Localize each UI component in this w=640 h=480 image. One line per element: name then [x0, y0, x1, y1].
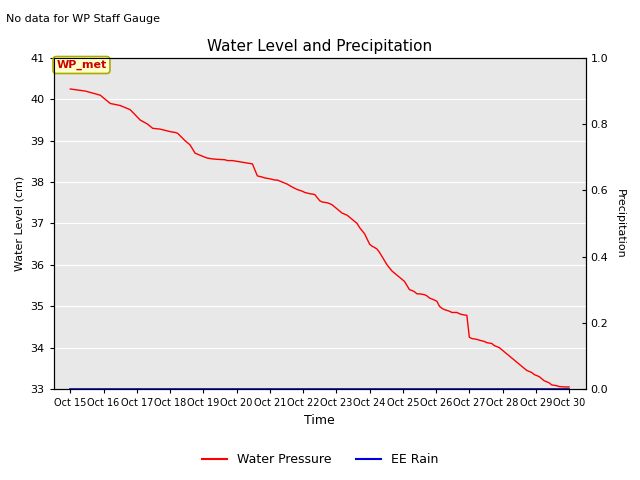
- Y-axis label: Precipitation: Precipitation: [615, 189, 625, 258]
- Text: WP_met: WP_met: [56, 60, 107, 70]
- Text: No data for WP Staff Gauge: No data for WP Staff Gauge: [6, 14, 161, 24]
- Title: Water Level and Precipitation: Water Level and Precipitation: [207, 39, 432, 54]
- Y-axis label: Water Level (cm): Water Level (cm): [15, 176, 25, 271]
- Legend: Water Pressure, EE Rain: Water Pressure, EE Rain: [196, 448, 444, 471]
- X-axis label: Time: Time: [305, 414, 335, 427]
